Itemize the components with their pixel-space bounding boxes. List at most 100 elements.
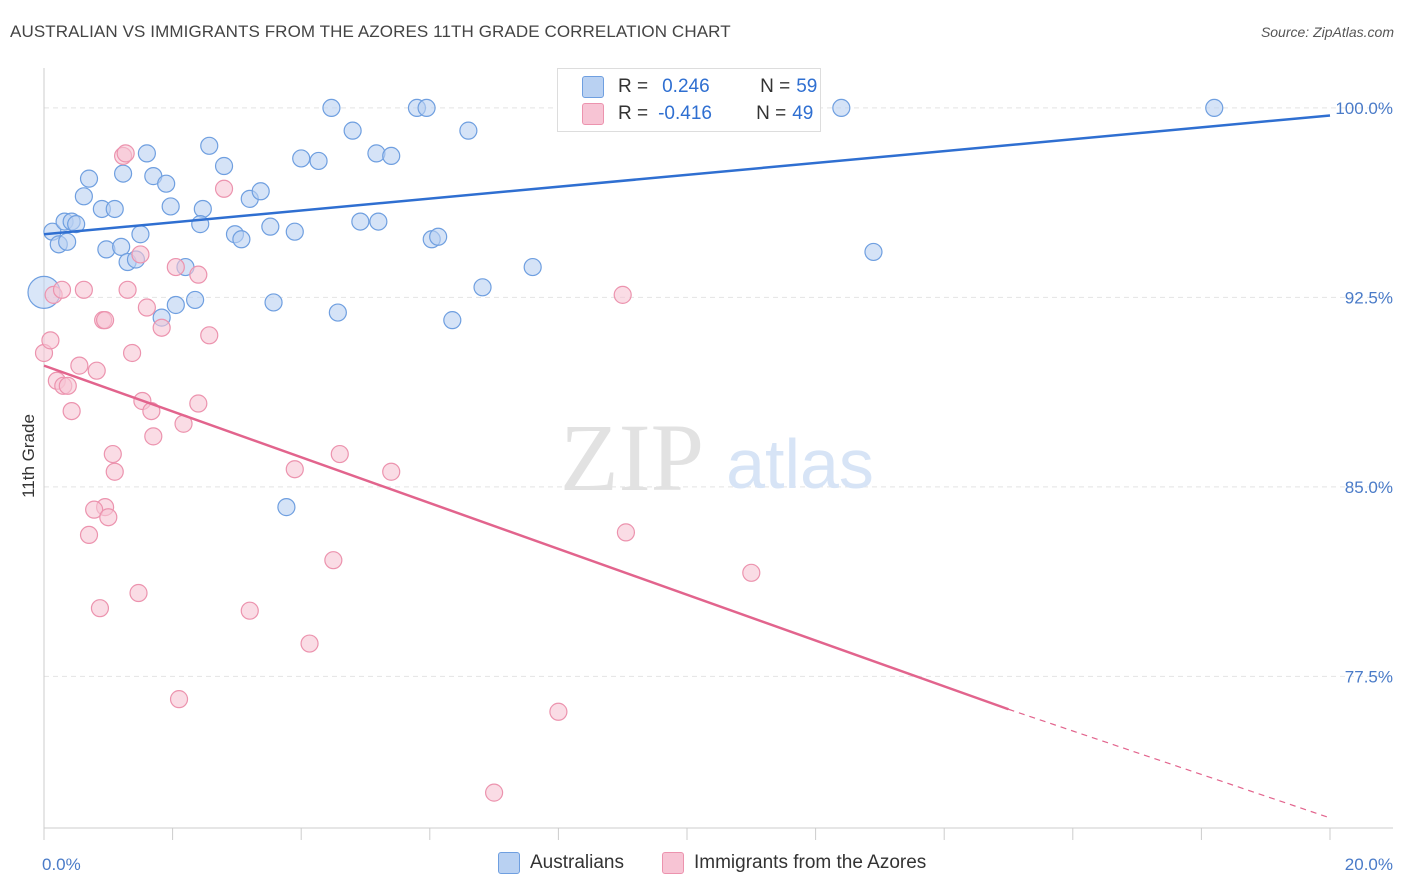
bottom-legend-label-australians: Australians — [530, 852, 624, 873]
bottom-legend-swatch-australians — [498, 852, 520, 874]
azores-point — [382, 462, 401, 481]
watermark: ZIP atlas — [560, 404, 874, 511]
australians-point — [473, 278, 492, 297]
legend-panel: R = 0.246 N = 59 R = -0.416 N = 49 — [557, 68, 821, 132]
azores-point — [137, 298, 156, 317]
azores-point — [116, 144, 135, 163]
australians-point — [343, 121, 362, 140]
azores-point — [74, 280, 93, 299]
australians-point — [137, 144, 156, 163]
x-tick-right: 20.0% — [1345, 855, 1393, 874]
australians-point — [112, 237, 131, 256]
y-tick-labels: 100.0% 92.5% 85.0% 77.5% — [1335, 99, 1393, 687]
azores-point — [79, 525, 99, 545]
legend-row-azores: R = -0.416 N = 49 — [582, 102, 813, 126]
y-tick-label: 77.5% — [1345, 667, 1393, 686]
x-tick-left: 0.0% — [42, 855, 81, 874]
australians-point — [261, 217, 280, 236]
australians-point — [193, 199, 212, 219]
legend-swatch-australians — [582, 76, 604, 98]
y-axis-label: 11th Grade — [19, 414, 38, 498]
legend-row-australians: R = 0.246 N = 59 — [582, 75, 817, 99]
azores-trend-extension — [1008, 708, 1331, 819]
data-points — [27, 98, 1224, 802]
axes — [43, 68, 1393, 840]
australians-point — [417, 98, 436, 118]
australians-point — [523, 257, 542, 277]
azores-point — [52, 280, 72, 299]
azores-point — [285, 460, 304, 479]
azores-point — [131, 245, 150, 264]
azores-point — [58, 376, 77, 395]
azores-point — [189, 265, 208, 284]
azores-point — [485, 783, 504, 802]
australians-point — [58, 232, 77, 251]
australians-point — [67, 215, 86, 234]
australians-point — [74, 187, 93, 206]
legend-n-value: 49 — [792, 103, 814, 124]
azores-point — [240, 601, 259, 620]
australians-point — [200, 136, 219, 155]
azores-point — [330, 444, 349, 464]
azores-point — [549, 702, 568, 721]
australians-point — [369, 212, 388, 231]
y-tick-label: 92.5% — [1345, 288, 1393, 307]
azores-point — [41, 331, 60, 350]
azores-point — [613, 285, 632, 304]
azores-point — [152, 318, 171, 337]
australians-point — [864, 242, 883, 262]
legend-n-label: N = — [760, 76, 791, 97]
australians-point — [367, 144, 386, 163]
australians-point — [105, 199, 124, 219]
australians-point — [382, 146, 401, 166]
bottom-legend-label-azores: Immigrants from the Azores — [694, 852, 927, 873]
legend-r-label: R = — [618, 76, 649, 97]
azores-point — [95, 311, 115, 330]
azores-point — [85, 500, 104, 519]
azores-point — [122, 343, 142, 363]
watermark-atlas: atlas — [726, 425, 874, 503]
australians-point — [351, 212, 370, 231]
azores-point — [129, 583, 148, 603]
azores-point — [99, 508, 118, 527]
azores-trend-line — [43, 364, 1009, 711]
legend-n-value: 59 — [796, 76, 818, 97]
australians-point — [113, 164, 133, 183]
australians-point — [328, 303, 347, 322]
azores-point — [144, 427, 163, 446]
azores-point — [742, 563, 761, 582]
azores-point — [90, 599, 110, 618]
australians-point — [166, 295, 185, 315]
australians-point — [309, 151, 328, 171]
chart-source: Source: ZipAtlas.com — [1260, 24, 1394, 40]
australians-point — [443, 311, 462, 330]
australians-point — [157, 174, 176, 193]
bottom-legend-azores: Immigrants from the Azores — [662, 852, 926, 874]
australians-point — [292, 149, 311, 168]
australians-point — [232, 230, 251, 249]
australians-point — [1205, 98, 1224, 118]
legend-n-label: N = — [756, 103, 787, 124]
australians-point — [285, 222, 304, 241]
australians-point — [214, 156, 234, 176]
australians-point — [97, 240, 116, 259]
azores-point — [214, 179, 234, 198]
trend-lines — [43, 114, 1331, 819]
australians-point — [264, 293, 283, 312]
australians-point — [161, 197, 180, 216]
australians-point — [832, 98, 851, 118]
y-tick-label: 85.0% — [1345, 478, 1393, 497]
australians-point — [459, 121, 478, 140]
bottom-legend-swatch-azores — [662, 852, 684, 874]
azores-point — [200, 326, 219, 345]
australians-trend-line — [43, 114, 1331, 236]
azores-point — [189, 394, 208, 413]
azores-point — [300, 634, 319, 653]
australians-point — [251, 182, 270, 201]
legend-r-label: R = — [618, 103, 649, 124]
chart-title: AUSTRALIAN VS IMMIGRANTS FROM THE AZORES… — [10, 22, 731, 41]
azores-point — [118, 280, 137, 299]
legend-r-value: -0.416 — [658, 103, 712, 124]
azores-point — [166, 257, 185, 277]
